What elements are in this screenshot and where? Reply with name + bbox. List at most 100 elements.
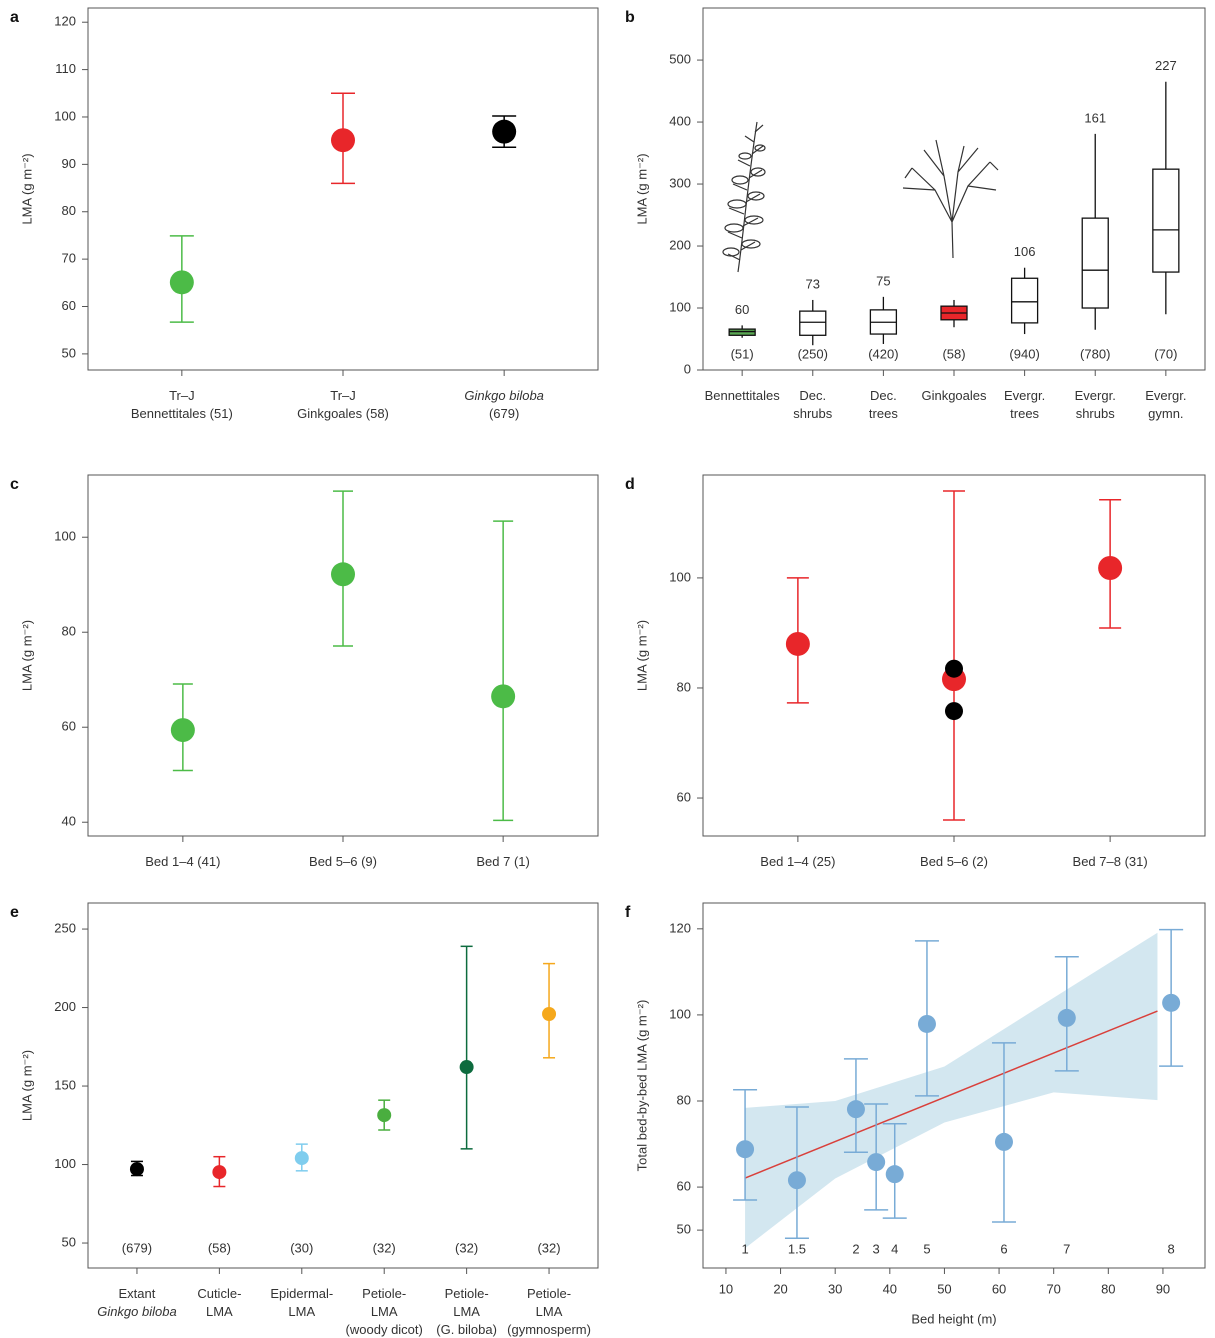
point	[129, 1162, 144, 1177]
x-tick-label: 60	[992, 1281, 1006, 1296]
y-tick-label: 200	[669, 237, 691, 252]
point	[846, 1100, 865, 1119]
point-label: 7	[1063, 1241, 1070, 1256]
x-tick-label: Dec. shrubs	[793, 388, 833, 421]
panel-letter: a	[10, 9, 19, 26]
mean-label: 73	[806, 276, 820, 291]
point	[169, 270, 194, 295]
count-label: (70)	[1154, 346, 1177, 361]
panel-letter: b	[625, 9, 635, 26]
plot-frame	[702, 902, 1206, 1269]
y-tick-label: 80	[677, 1092, 691, 1107]
y-axis-title: LMA (g m⁻²)	[19, 620, 34, 691]
point-label: 2	[852, 1241, 859, 1256]
y-axis-title: LMA (g m⁻²)	[19, 1050, 34, 1121]
box	[1081, 217, 1109, 309]
count-label: (58)	[942, 346, 965, 361]
point	[885, 1165, 904, 1184]
point-label: 1.5	[788, 1241, 806, 1256]
confidence-band	[745, 932, 1158, 1249]
y-axis-title: Total bed-by-bed LMA (g m⁻²)	[634, 1000, 649, 1172]
y-tick-label: 150	[54, 1077, 76, 1092]
point	[492, 119, 517, 144]
panel-letter: d	[625, 476, 635, 493]
point	[331, 562, 355, 587]
y-tick-label: 80	[62, 203, 76, 218]
ginkgoales-sketch	[902, 139, 999, 259]
count-label: (420)	[868, 346, 898, 361]
y-tick-label: 120	[669, 920, 691, 935]
x-tick-label: Petiole-LMA (gymnosperm)	[507, 1286, 591, 1337]
count-label: (32)	[373, 1240, 396, 1255]
x-tick-label: Evergr. gymn.	[1145, 388, 1186, 421]
point	[736, 1140, 755, 1159]
y-axis-title: LMA (g m⁻²)	[634, 153, 649, 224]
point	[945, 659, 963, 678]
count-label: (679)	[122, 1240, 152, 1255]
x-tick-label: Bed 7 (1)	[476, 854, 529, 869]
mean-label: 106	[1014, 244, 1036, 259]
x-tick-label: Ginkgoales	[921, 388, 987, 403]
point-label: 1	[741, 1241, 748, 1256]
y-tick-label: 120	[54, 14, 76, 29]
y-tick-label: 60	[62, 719, 76, 734]
y-tick-label: 40	[62, 814, 76, 829]
y-tick-label: 80	[62, 624, 76, 639]
x-tick-label: Dec. trees	[869, 388, 898, 421]
count-label: (32)	[455, 1240, 478, 1255]
x-tick-label: Bed 1–4 (25)	[760, 854, 835, 869]
x-tick-label: Tr–J Ginkgoales (58)	[297, 388, 389, 421]
count-label: (32)	[537, 1240, 560, 1255]
y-tick-label: 100	[669, 299, 691, 314]
panel-letter: f	[625, 904, 631, 921]
count-label: (51)	[731, 346, 754, 361]
point-label: 5	[923, 1241, 930, 1256]
mean-label: 161	[1084, 110, 1106, 125]
y-tick-label: 300	[669, 175, 691, 190]
y-tick-label: 60	[62, 298, 76, 313]
point-label: 6	[1000, 1241, 1007, 1256]
point	[331, 128, 355, 153]
point	[917, 1014, 936, 1033]
plot-frame	[87, 7, 599, 371]
y-tick-label: 100	[54, 529, 76, 544]
x-tick-label: Extant Ginkgo biloba	[97, 1286, 177, 1319]
count-label: (780)	[1080, 346, 1110, 361]
point	[945, 702, 963, 721]
y-tick-label: 250	[54, 920, 76, 935]
panel-letter: c	[10, 476, 19, 493]
y-tick-label: 80	[677, 679, 691, 694]
y-tick-label: 400	[669, 113, 691, 128]
x-axis-title: Bed height (m)	[911, 1311, 996, 1326]
y-tick-label: 50	[62, 1234, 76, 1249]
point	[459, 1060, 474, 1075]
x-tick-label: Evergr. trees	[1004, 388, 1045, 421]
x-tick-label: 90	[1156, 1281, 1170, 1296]
x-tick-label: 10	[719, 1281, 733, 1296]
y-axis-title: LMA (g m⁻²)	[634, 620, 649, 691]
point	[542, 1006, 557, 1021]
point	[294, 1151, 309, 1166]
x-tick-label: Evergr. shrubs	[1075, 388, 1116, 421]
point-label: 3	[873, 1241, 880, 1256]
x-tick-label: 20	[773, 1281, 787, 1296]
point	[1098, 556, 1123, 581]
count-label: (250)	[798, 346, 828, 361]
x-tick-label: Tr–J Bennettitales (51)	[131, 388, 233, 421]
box	[1010, 277, 1039, 324]
fern-sketch	[722, 121, 766, 273]
y-tick-label: 500	[669, 52, 691, 67]
x-tick-label: 50	[937, 1281, 951, 1296]
mean-label: 60	[735, 302, 749, 317]
plot-frame	[87, 902, 599, 1269]
y-tick-label: 110	[55, 61, 76, 76]
point	[377, 1108, 392, 1123]
panel-letter: e	[10, 904, 19, 921]
x-tick-label: Bed 5–6 (9)	[309, 854, 377, 869]
point	[212, 1165, 227, 1180]
x-tick-label: Bed 7–8 (31)	[1073, 854, 1148, 869]
x-tick-label: Ginkgo biloba (679)	[464, 388, 544, 421]
y-tick-label: 100	[669, 569, 691, 584]
x-tick-label: Epidermal-LMA	[270, 1286, 333, 1319]
x-tick-label: Cuticle-LMA	[197, 1286, 241, 1319]
